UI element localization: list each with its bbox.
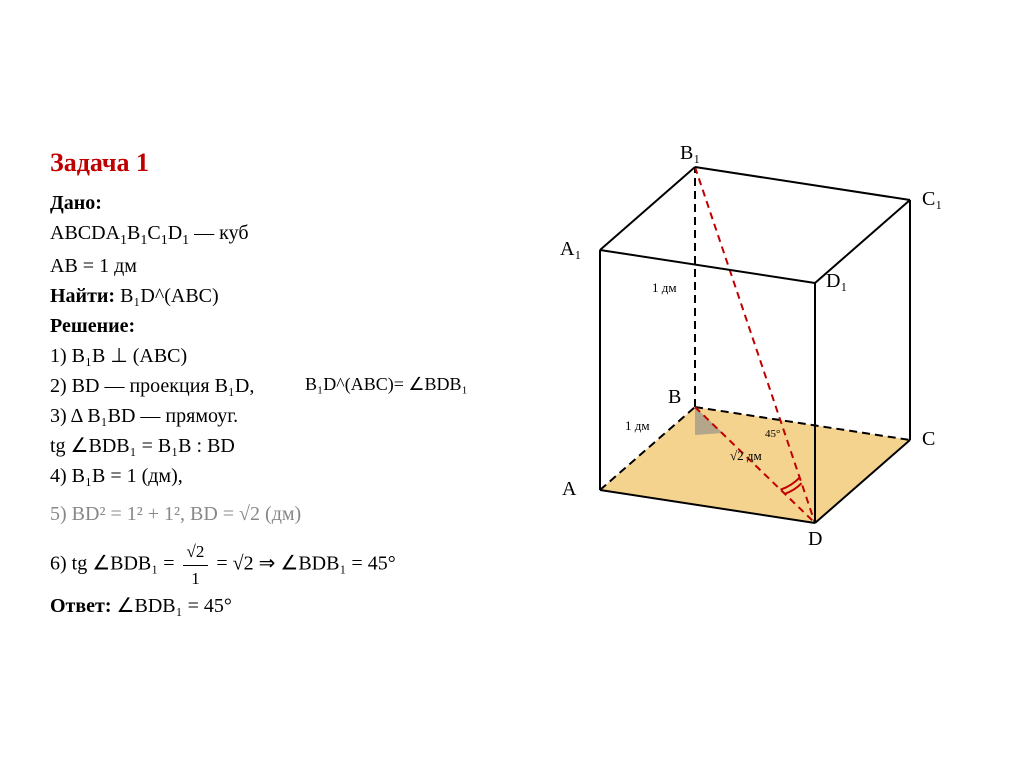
angle-label-45: 45°	[765, 428, 780, 440]
label-D1: D₁	[826, 270, 847, 293]
problem-title: Задача 1	[50, 148, 530, 178]
given-1: ABCDA1B1C1D1 — куб	[50, 218, 530, 251]
find: Найти: B₁D^(ABC)	[50, 281, 530, 311]
step-3: 3) Δ B₁BD — прямоуг.	[50, 401, 530, 431]
label-B: B	[668, 386, 681, 409]
label-D: D	[808, 528, 822, 551]
step-1: 1) B₁B ⊥ (ABC)	[50, 341, 530, 371]
label-A: A	[562, 478, 576, 501]
solution-label: Решение:	[50, 311, 530, 341]
cube-diagram: A B C D A₁ B₁ C₁ D₁ 1 дм 1 дм √2 дм 45°	[540, 150, 990, 600]
step-2: 2) BD — проекция B₁D, B₁D^(ABC)= ∠BDB₁	[50, 371, 530, 401]
given-2: AB = 1 дм	[50, 251, 530, 281]
label-C1: C₁	[922, 188, 942, 211]
problem-text: Задача 1 Дано: ABCDA1B1C1D1 — куб AB = 1…	[50, 148, 530, 621]
label-B1: B₁	[680, 142, 700, 165]
step-4: 4) B₁B = 1 (дм),	[50, 461, 530, 491]
cube-svg	[540, 150, 990, 600]
given-label: Дано:	[50, 188, 530, 218]
label-C: C	[922, 428, 935, 451]
edge-label-AB: 1 дм	[625, 418, 650, 434]
label-A1: A₁	[560, 238, 581, 261]
answer: Ответ: ∠BDB₁ = 45°	[50, 591, 530, 621]
edge-label-BD: √2 дм	[730, 448, 762, 464]
step-6: 6) tg ∠BDB₁ = √21 = √2 ⇒ ∠BDB₁ = 45°	[50, 539, 530, 591]
step-5: 5) BD² = 1² + 1², BD = √2 (дм)	[50, 499, 530, 529]
step-2-annotation: B₁D^(ABC)= ∠BDB₁	[305, 371, 468, 398]
step-3b: tg ∠BDB₁ = B₁B : BD	[50, 431, 530, 461]
edge-label-BB1: 1 дм	[652, 280, 677, 296]
